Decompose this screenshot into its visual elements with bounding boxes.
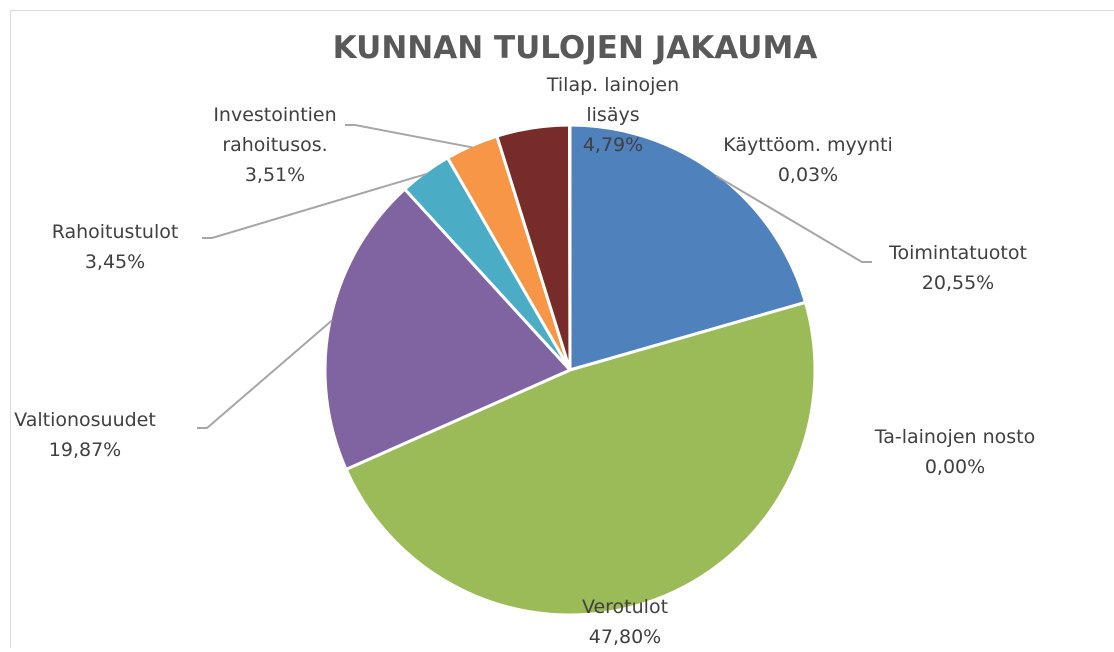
label-value: 3,45% <box>15 247 215 277</box>
chart-title: KUNNAN TULOJEN JAKAUMA <box>0 30 1114 66</box>
label-category: Valtionosuudet <box>0 405 185 435</box>
label-value: 0,03% <box>688 160 928 190</box>
label-value: 3,51% <box>185 160 365 190</box>
label-category: Toimintatuotot <box>848 238 1068 268</box>
label-category: Käyttöom. myynti <box>688 130 928 160</box>
label-category: Tilap. lainojen lisäys <box>523 70 703 130</box>
label-category: Investointien rahoitusos. <box>185 100 365 160</box>
label-value: 4,79% <box>523 130 703 160</box>
label-value: 19,87% <box>0 435 185 465</box>
label-category: Ta-lainojen nosto <box>835 422 1075 452</box>
label-value: 0,00% <box>835 452 1075 482</box>
label-value: 20,55% <box>848 268 1068 298</box>
data-label: Investointien rahoitusos.3,51% <box>185 100 365 190</box>
label-category: Rahoitustulot <box>15 217 215 247</box>
label-category: Verotulot <box>525 592 725 622</box>
